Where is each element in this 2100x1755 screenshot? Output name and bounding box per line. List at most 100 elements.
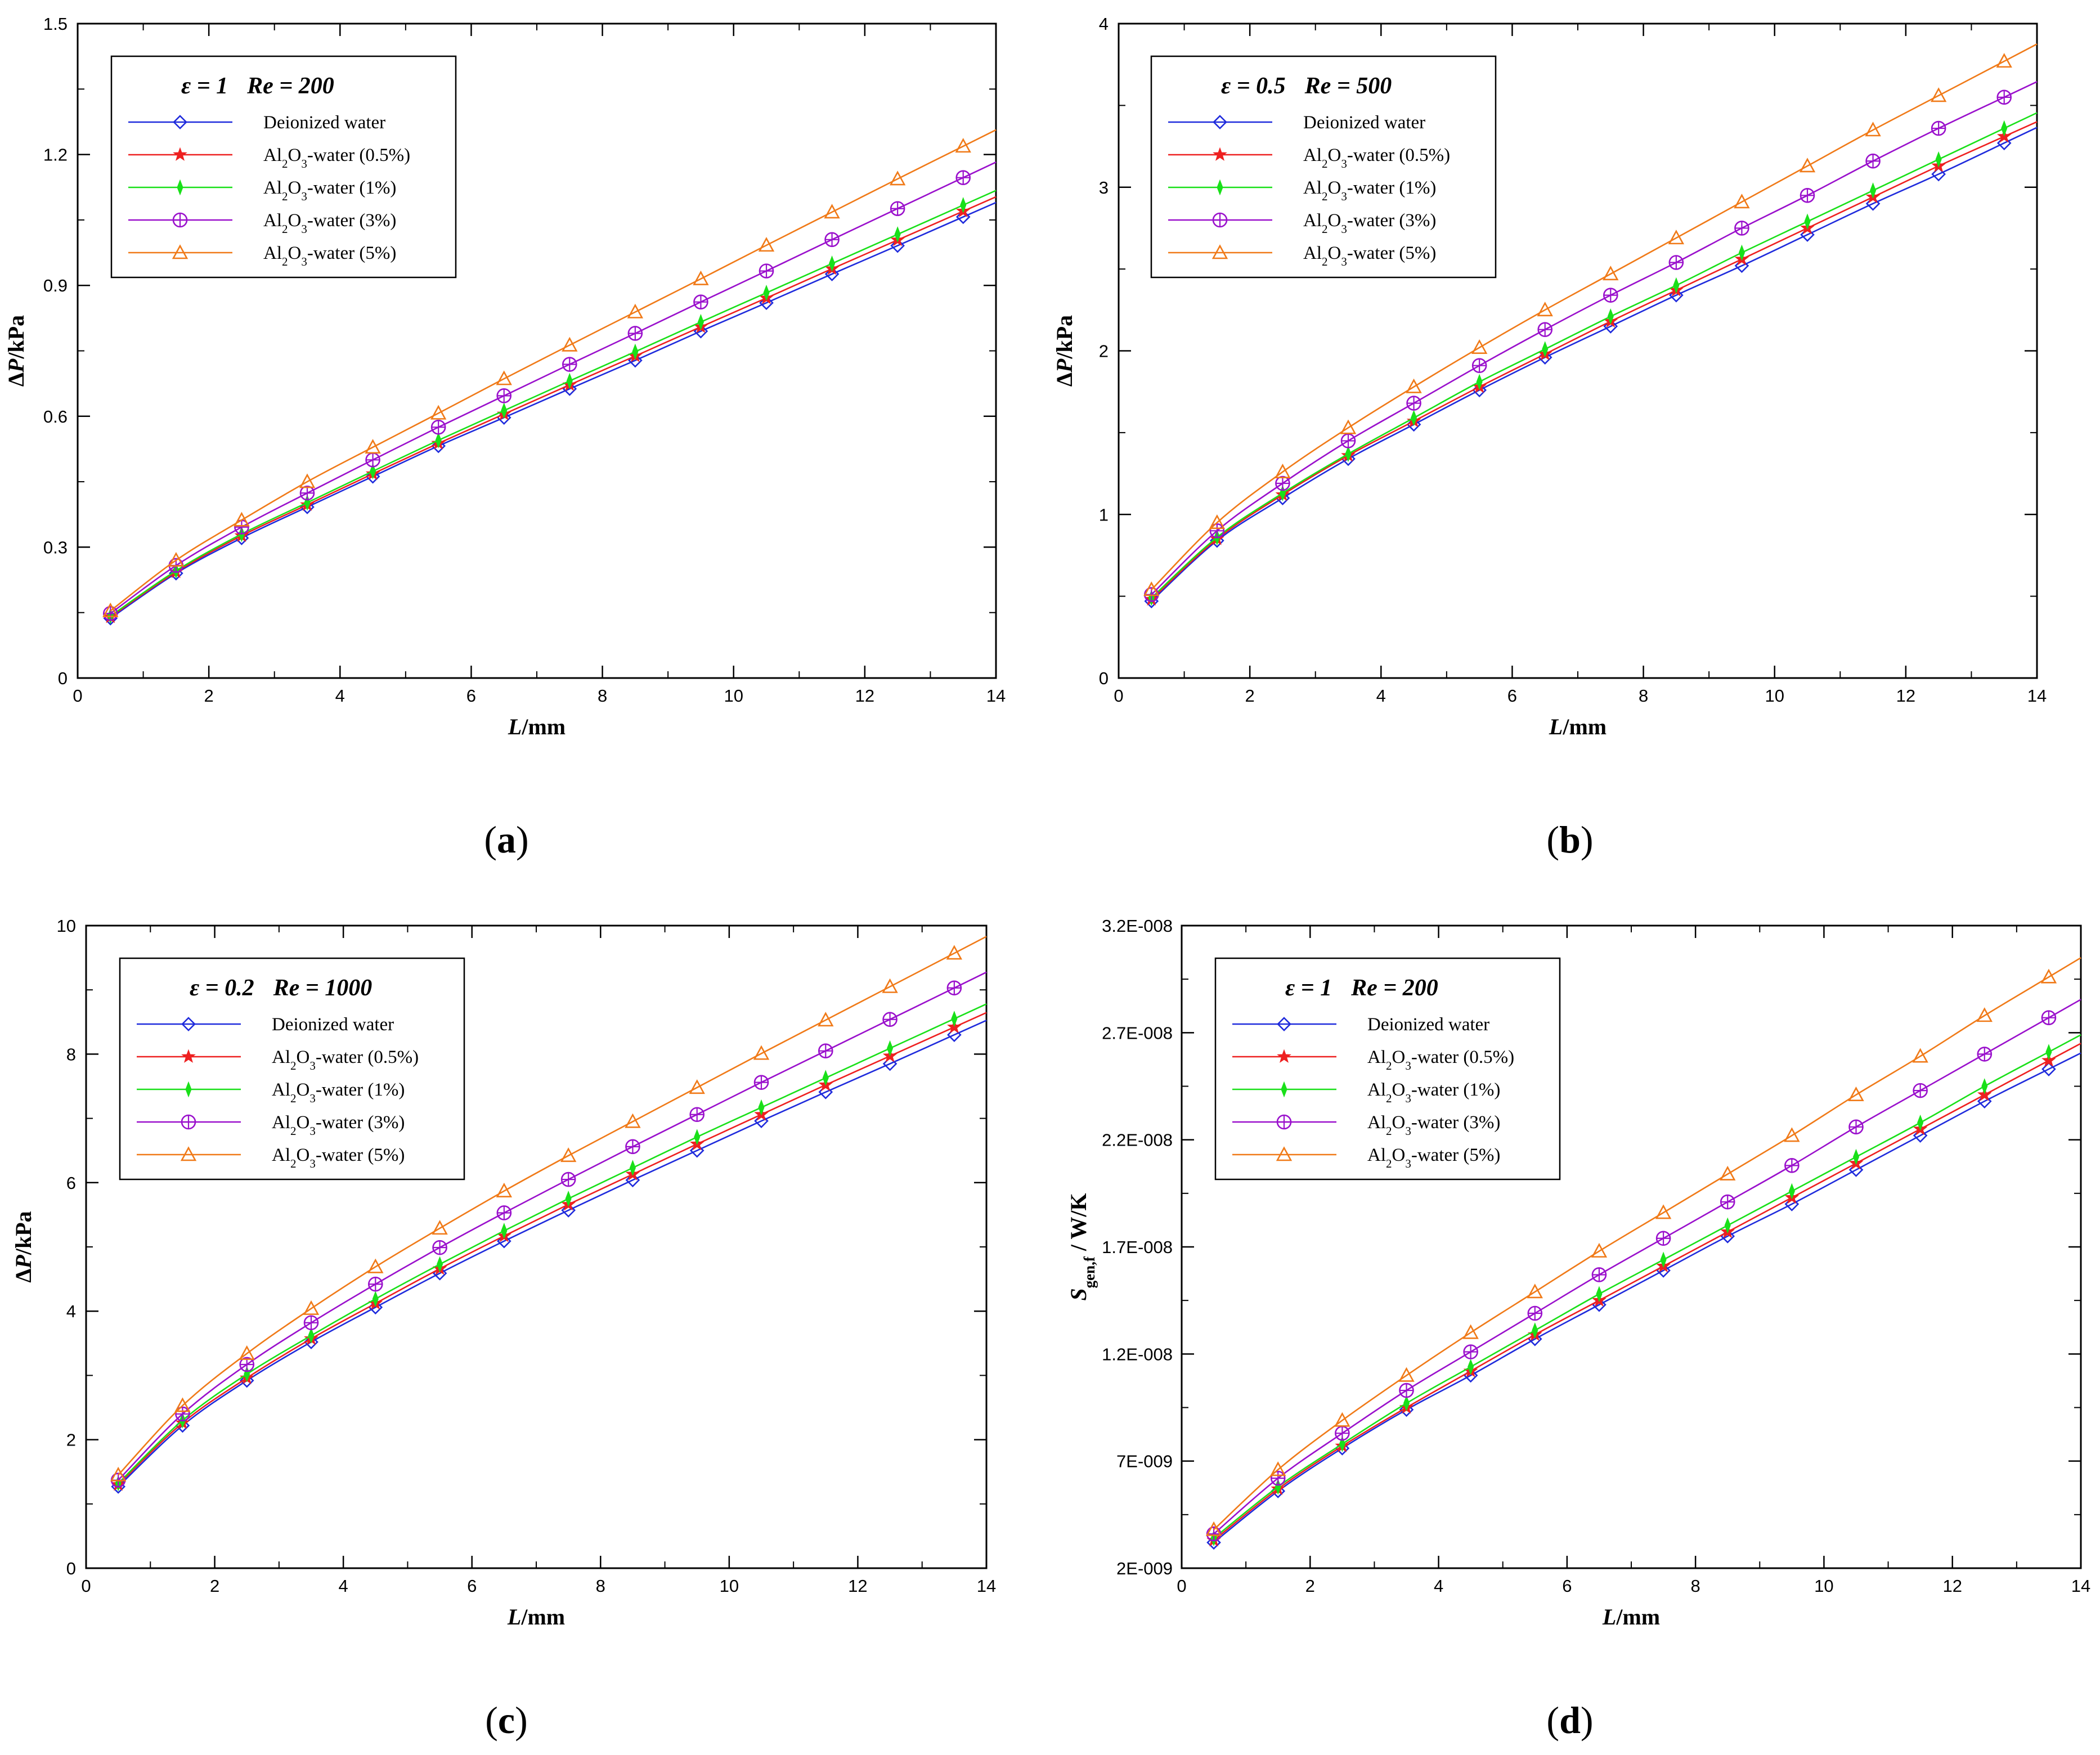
data-point-a1 (894, 226, 901, 243)
y-tick-label: 2 (66, 1430, 76, 1450)
text-run: O (288, 145, 302, 165)
panel-caption: (a) (484, 818, 528, 861)
data-point-dw (759, 295, 774, 311)
data-point-dw (561, 1203, 576, 1218)
y-tick-label: 1.5 (43, 14, 68, 34)
x-tick-label: 10 (724, 686, 743, 706)
data-point-a5 (1398, 1367, 1415, 1382)
legend-frame (1150, 55, 1497, 279)
text-run: O (297, 1047, 310, 1067)
data-point-a3 (367, 1276, 383, 1292)
text-run: Al (263, 210, 282, 231)
legend-item-a1: Al2O3-water (1%) (137, 1080, 405, 1105)
data-point-dw (365, 469, 380, 484)
text-run: O (1328, 210, 1341, 231)
x-tick-label: 4 (1376, 686, 1386, 706)
data-point-a3 (1335, 1425, 1350, 1441)
legend-label: Deionized water (1367, 1015, 1489, 1035)
subscript: 3 (301, 255, 307, 268)
legend-marker (173, 147, 187, 161)
legend-item-a1: Al2O3-water (1%) (1232, 1080, 1500, 1105)
data-point-a3 (1784, 1158, 1800, 1173)
legend-item-a05: Al2O3-water (0.5%) (137, 1047, 419, 1072)
data-point-a1 (308, 1327, 315, 1344)
text-run: O (1392, 1080, 1406, 1100)
legend-marker (172, 244, 189, 259)
legend-item-dw: Deionized water (1168, 113, 1425, 133)
text-run: Al (1367, 1145, 1386, 1165)
y-tick-label: 1.7E-008 (1102, 1237, 1173, 1257)
legend-marker (173, 115, 187, 129)
data-point-a5 (299, 473, 316, 488)
data-point-a5 (1205, 1521, 1222, 1536)
caption-letter: c (498, 1699, 515, 1741)
series-line-a5 (1213, 957, 2081, 1530)
data-point-a3 (1996, 89, 2012, 105)
legend-marker (181, 1114, 196, 1130)
data-point-a5 (102, 602, 119, 617)
subscript: 3 (1341, 157, 1347, 170)
legend-item-dw: Deionized water (1232, 1015, 1489, 1035)
legend-label: Al2O3-water (1%) (272, 1080, 405, 1105)
caption-letter: d (1559, 1699, 1581, 1741)
x-tick-label: 12 (848, 1576, 867, 1596)
data-point-dw (625, 1173, 640, 1188)
data-point-a1 (1981, 1078, 1988, 1094)
subscript: 2 (290, 1157, 297, 1170)
x-tick-label: 10 (1814, 1576, 1833, 1596)
y-axis-label-var: P (3, 358, 29, 373)
caption-paren: ( (485, 1699, 498, 1741)
data-point-a5 (889, 170, 906, 186)
data-point-a5 (168, 551, 185, 567)
legend-marker (1276, 1114, 1292, 1130)
legend-marker (181, 1049, 196, 1063)
y-axis-label: ΔP/kPa (3, 315, 29, 387)
legend-frame (110, 55, 457, 279)
x-tick-label: 14 (2027, 686, 2047, 706)
text-run: Al (1303, 243, 1322, 263)
data-point-a3 (753, 1075, 769, 1090)
subscript: 2 (1386, 1157, 1392, 1170)
panel-caption: (b) (1546, 818, 1593, 861)
y-tick-label: 8 (66, 1044, 76, 1064)
data-point-a1 (1852, 1148, 1860, 1165)
x-axis-label-unit: /mm (1616, 1604, 1660, 1630)
data-point-a3 (824, 232, 840, 248)
y-axis-label-delta: Δ (1052, 372, 1077, 387)
data-point-a1 (565, 1190, 572, 1207)
x-axis-label-var: L (1602, 1604, 1616, 1630)
x-tick-label: 4 (335, 686, 345, 706)
x-tick-label: 10 (1765, 686, 1784, 706)
x-tick-label: 12 (1942, 1576, 1962, 1596)
data-point-a3 (1734, 221, 1749, 236)
legend-marker (1212, 212, 1228, 228)
text-run: -water (1%) (316, 1080, 405, 1100)
text-run: Al (263, 145, 282, 165)
legend-label: Al2O3-water (5%) (1367, 1145, 1500, 1170)
legend-marker (181, 1017, 196, 1031)
data-point-a5 (1720, 1165, 1736, 1181)
data-point-a3 (1209, 523, 1225, 538)
series-line-dw (110, 201, 997, 619)
legend-marker (1281, 1081, 1287, 1098)
subscript: 3 (309, 1092, 316, 1105)
x-tick-label: 4 (1434, 1576, 1443, 1596)
subscript: 3 (301, 222, 307, 236)
text-run: Al (272, 1112, 290, 1133)
data-point-a1 (1345, 446, 1352, 463)
data-point-dw (1669, 288, 1684, 303)
data-point-a3 (1800, 187, 1815, 203)
data-point-a1 (1788, 1183, 1795, 1200)
legend-label: Al2O3-water (1%) (1303, 178, 1436, 203)
data-point-a3 (1720, 1194, 1735, 1210)
legend-title: ε = 0.2 Re = 1000 (190, 975, 372, 1001)
subscript: 2 (1386, 1092, 1392, 1105)
data-point-a1 (763, 284, 770, 301)
data-point-a3 (946, 980, 962, 996)
data-point-a3 (1591, 1267, 1607, 1282)
data-point-a5 (432, 1220, 448, 1235)
legend-marker (1277, 1049, 1291, 1063)
